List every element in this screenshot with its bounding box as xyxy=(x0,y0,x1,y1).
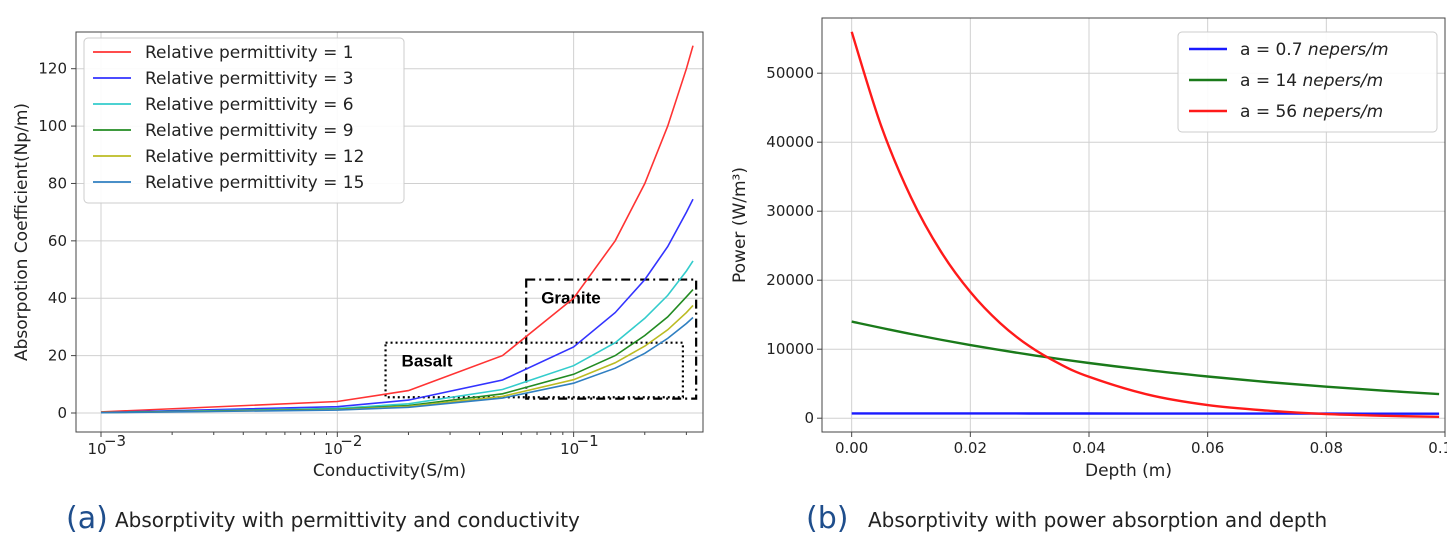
chart-a-y-tick-label: 40 xyxy=(48,289,67,307)
chart-a-legend-label: Relative permittivity = 9 xyxy=(145,121,354,141)
chart-b-legend-label-unit: nepers/m xyxy=(1308,40,1389,60)
chart-a-legend-label: Relative permittivity = 3 xyxy=(145,69,354,89)
chart-b-legend-label-text: a = 56 xyxy=(1240,102,1303,122)
caption-a: (a) Absorptivity with permittivity and c… xyxy=(66,501,580,536)
chart-b-x-tick-label: 0.10 xyxy=(1428,439,1447,457)
chart-a-y-tick-label: 80 xyxy=(48,174,67,192)
chart-a-legend-label: Relative permittivity = 6 xyxy=(145,95,354,115)
caption-b: (b) Absorptivity with power absorption a… xyxy=(806,501,1327,536)
chart-b-legend-label-unit: nepers/m xyxy=(1303,71,1384,91)
chart-a-annotation-label: Basalt xyxy=(402,352,453,371)
chart-b-y-tick-label: 50000 xyxy=(766,64,814,82)
chart-a-frame xyxy=(75,31,704,433)
chart-b-legend-label-text: a = 0.7 xyxy=(1240,40,1308,60)
chart-b-x-tick-label: 0.06 xyxy=(1191,439,1224,457)
chart-a-annotations: Granite Basalt xyxy=(384,278,698,400)
chart-a-y-tick-label: 20 xyxy=(48,347,67,365)
chart-a-x-tick-label: 10 xyxy=(560,440,579,458)
chart-a-series-line xyxy=(100,45,694,413)
chart-b-legend-label-text: a = 14 xyxy=(1240,71,1303,91)
chart-b-y-axis-label: Power (W/m³) xyxy=(730,167,750,283)
chart-a-annotation-box xyxy=(384,341,684,399)
chart-a-annotation-box xyxy=(525,278,698,400)
chart-a-y-tick-label: 100 xyxy=(38,117,67,135)
chart-b-series-line xyxy=(851,320,1440,396)
chart-a-x-tick-exponent: −2 xyxy=(340,432,362,450)
chart-b-legend-label: a = 14 nepers/m xyxy=(1240,71,1383,91)
chart-b-y-tick-label: 0 xyxy=(804,409,814,427)
chart-a-x-axis-label: Conductivity(S/m) xyxy=(313,461,466,481)
chart-a-y-tick-label: 0 xyxy=(57,404,67,422)
chart-a-y-tick-label: 120 xyxy=(38,60,67,78)
chart-b-y-tick-label: 10000 xyxy=(766,340,814,358)
chart-a-series-line xyxy=(100,289,694,414)
chart-b-x-tick-label: 0.04 xyxy=(1072,439,1105,457)
chart-b-series xyxy=(850,31,1440,418)
caption-a-text: Absorptivity with permittivity and condu… xyxy=(115,508,580,532)
chart-a-legend-label: Relative permittivity = 15 xyxy=(145,173,364,193)
chart-a-x-tick-exponent: −3 xyxy=(104,432,126,450)
chart-b-legend-label-unit: nepers/m xyxy=(1303,102,1384,122)
caption-b-text: Absorptivity with power absorption and d… xyxy=(868,508,1327,532)
chart-a-legend-label: Relative permittivity = 12 xyxy=(145,147,364,167)
chart-a-legend-box xyxy=(83,37,405,204)
chart-b: 0.00 0.02 0.04 0.06 0.08 0.10 0 10000 20000 30000… xyxy=(730,17,1447,481)
chart-b-series-line xyxy=(850,31,1440,418)
chart-b-legend-label: a = 56 nepers/m xyxy=(1240,102,1383,122)
chart-a-series xyxy=(100,45,694,414)
chart-b-legend-box xyxy=(1177,31,1438,133)
chart-b-y-tick-label: 40000 xyxy=(766,133,814,151)
chart-b-frame xyxy=(821,17,1446,433)
chart-a-legend: Relative permittivity = 1 Relative permit… xyxy=(83,37,405,204)
chart-a-x-tick-label: 10 xyxy=(87,440,106,458)
chart-b-ticks: 0.00 0.02 0.04 0.06 0.08 0.10 0 10000 20000 30000… xyxy=(766,64,1447,457)
caption-b-tag: (b) xyxy=(806,501,848,536)
caption-a-tag: (a) xyxy=(66,501,108,536)
chart-a-x-tick-label: 10 xyxy=(324,440,343,458)
chart-b-x-axis-label: Depth (m) xyxy=(1085,461,1172,481)
chart-b-x-tick-label: 0.02 xyxy=(954,439,987,457)
chart-b-y-tick-label: 30000 xyxy=(766,202,814,220)
chart-b-x-tick-label: 0.08 xyxy=(1310,439,1343,457)
chart-a-y-axis-label: Absorpotion Coefficient(Np/m) xyxy=(12,103,32,361)
chart-a-series-line xyxy=(100,316,694,414)
chart-a-annotation-label: Granite xyxy=(541,289,601,308)
chart-b-y-tick-label: 20000 xyxy=(766,271,814,289)
chart-b-x-tick-label: 0.00 xyxy=(835,439,868,457)
chart-a-x-tick-exponent: −1 xyxy=(577,432,599,450)
chart-a-y-tick-label: 60 xyxy=(48,232,67,250)
chart-a-series-line xyxy=(100,198,694,414)
chart-b-legend: a = 0.7 nepers/ma = 14 nepers/ma = 56 ne… xyxy=(1177,31,1438,133)
chart-a-legend-label: Relative permittivity = 1 xyxy=(145,43,354,63)
chart-a-series-line xyxy=(100,260,694,414)
chart-b-legend-label: a = 0.7 nepers/m xyxy=(1240,40,1389,60)
